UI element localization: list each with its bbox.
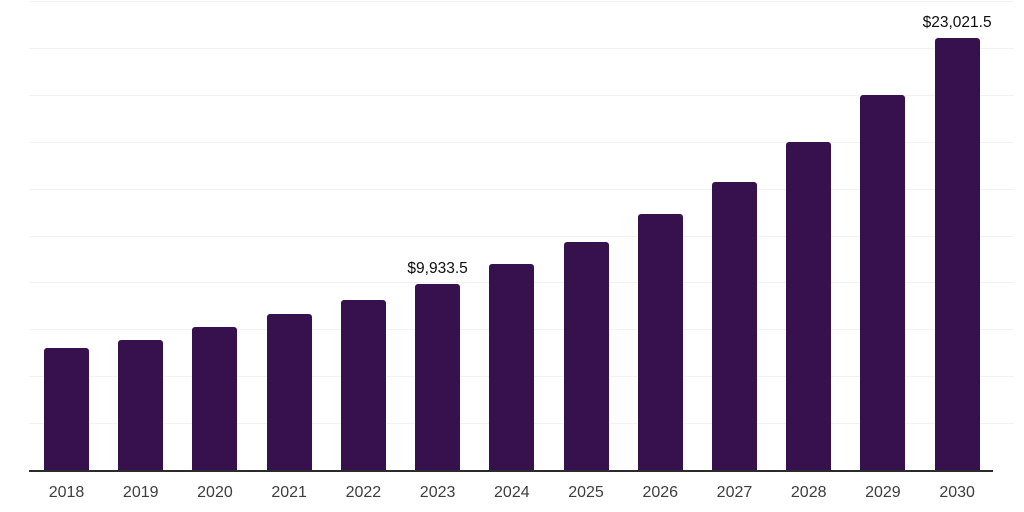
gridline xyxy=(29,141,1014,143)
bar-2023 xyxy=(415,283,461,470)
x-tick-label: 2027 xyxy=(716,484,753,501)
x-tick-label: 2018 xyxy=(48,484,85,501)
x-tick-label: 2020 xyxy=(197,484,233,501)
gridline xyxy=(29,1,1014,2)
x-tick-label: 2026 xyxy=(642,484,679,501)
x-tick-label: 2030 xyxy=(939,484,975,501)
gridline xyxy=(29,235,1014,237)
x-tick-label: 2024 xyxy=(494,484,530,501)
x-tick-label: 2023 xyxy=(419,484,456,501)
bar-2025 xyxy=(563,242,609,470)
bar-2030 xyxy=(934,38,980,470)
x-tick-label: 2025 xyxy=(568,484,604,501)
bar-2029 xyxy=(860,95,906,470)
x-tick-label: 2029 xyxy=(865,484,901,501)
gridline xyxy=(29,47,1014,49)
bar-2024 xyxy=(489,264,535,470)
gridline xyxy=(29,94,1014,96)
x-tick-label: 2022 xyxy=(345,484,382,501)
bar-2019 xyxy=(118,340,164,470)
data-label-2023: $9,933.5 xyxy=(407,259,468,277)
x-tick-label: 2028 xyxy=(790,484,827,501)
bar-2028 xyxy=(786,141,832,470)
data-label-2030: $23,021.5 xyxy=(922,14,992,32)
bar-2027 xyxy=(711,181,757,470)
x-axis-line xyxy=(29,470,993,472)
bar-2026 xyxy=(637,214,683,470)
bar-2021 xyxy=(266,314,312,470)
gridline xyxy=(29,188,1014,190)
bar-2018 xyxy=(44,348,89,470)
x-tick-label: 2019 xyxy=(122,484,159,501)
bar-2020 xyxy=(192,326,238,470)
bar-2022 xyxy=(340,300,386,470)
x-tick-label: 2021 xyxy=(271,484,307,501)
